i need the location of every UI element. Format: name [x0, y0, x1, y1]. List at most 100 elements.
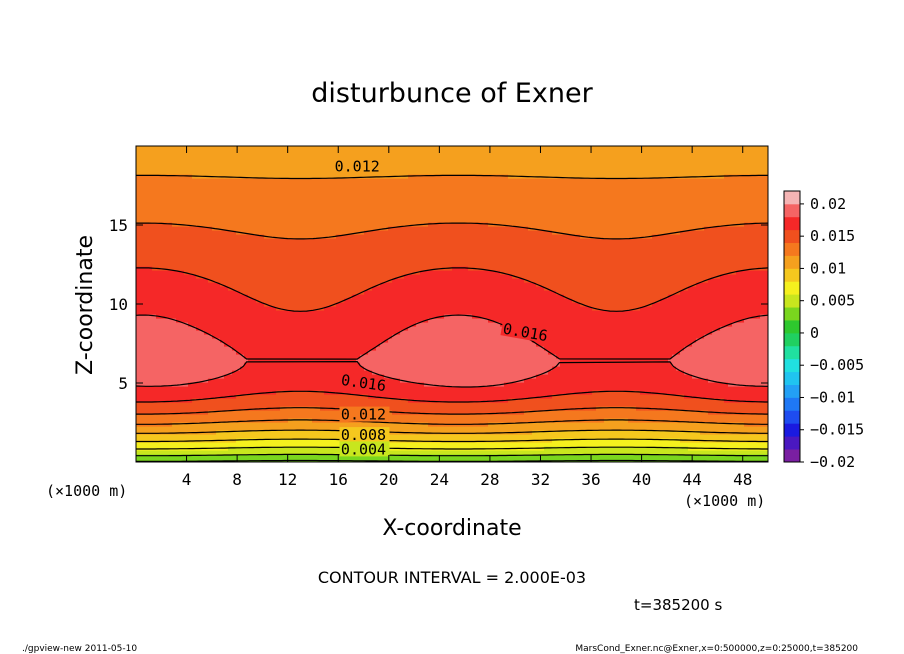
field-cell [540, 458, 545, 462]
field-cell [416, 342, 421, 347]
field-cell [668, 394, 673, 399]
field-cell [288, 454, 293, 459]
field-cell [448, 366, 453, 371]
field-cell [640, 422, 645, 427]
field-cell [760, 390, 765, 395]
field-cell [440, 350, 445, 355]
field-cell [200, 406, 205, 411]
field-cell [244, 394, 249, 399]
field-cell [632, 350, 637, 355]
field-cell [736, 410, 741, 415]
field-cell [256, 338, 261, 343]
field-cell [248, 366, 253, 371]
field-cell [472, 374, 477, 379]
field-cell [536, 414, 541, 419]
field-cell [152, 346, 157, 351]
field-cell [640, 346, 645, 351]
field-cell [252, 442, 257, 447]
field-cell [584, 350, 589, 355]
field-cell [220, 454, 225, 459]
field-cell [688, 370, 693, 375]
field-cell [252, 430, 257, 435]
field-cell [504, 362, 509, 367]
field-cell [672, 342, 677, 347]
field-cell [620, 362, 625, 367]
field-cell [552, 362, 557, 367]
field-cell [684, 434, 689, 439]
field-cell [272, 378, 277, 383]
field-cell [472, 398, 477, 403]
field-cell [312, 454, 317, 459]
field-cell [492, 410, 497, 415]
field-cell [172, 442, 177, 447]
field-cell [160, 390, 165, 395]
field-cell [188, 338, 193, 343]
field-cell [648, 430, 653, 435]
field-cell [760, 426, 765, 431]
field-cell [632, 366, 637, 371]
field-cell [152, 350, 157, 355]
field-cell [156, 354, 161, 359]
field-cell [708, 422, 713, 427]
field-cell [304, 430, 309, 435]
field-cell [592, 398, 597, 403]
field-cell [584, 430, 589, 435]
field-cell [380, 362, 385, 367]
field-cell [680, 346, 685, 351]
field-cell [296, 382, 301, 387]
field-cell [552, 374, 557, 379]
field-cell [688, 406, 693, 411]
field-cell [476, 382, 481, 387]
field-cell [628, 362, 633, 367]
field-cell [632, 354, 637, 359]
field-cell [628, 354, 633, 359]
field-cell [448, 382, 453, 387]
field-cell [604, 434, 609, 439]
field-cell [536, 418, 541, 423]
field-cell [368, 398, 373, 403]
field-cell [568, 426, 573, 431]
field-cell [672, 350, 677, 355]
field-cell [628, 382, 633, 387]
field-cell [180, 454, 185, 459]
field-cell [604, 402, 609, 407]
field-cell [572, 430, 577, 435]
field-cell [180, 442, 185, 447]
field-cell [316, 382, 321, 387]
field-cell [496, 366, 501, 371]
field-cell [288, 366, 293, 371]
field-cell [556, 382, 561, 387]
field-cell [744, 374, 749, 379]
field-cell [604, 386, 609, 391]
field-cell [256, 442, 261, 447]
field-cell [640, 398, 645, 403]
field-cell [656, 410, 661, 415]
field-cell [256, 378, 261, 383]
field-cell [320, 358, 325, 363]
field-cell [560, 346, 565, 351]
field-cell [540, 378, 545, 383]
field-cell [700, 402, 705, 407]
field-cell [332, 374, 337, 379]
field-cell [216, 370, 221, 375]
field-cell [320, 374, 325, 379]
field-cell [620, 414, 625, 419]
field-cell [136, 390, 141, 395]
field-cell [592, 362, 597, 367]
field-cell [584, 410, 589, 415]
field-cell [160, 442, 165, 447]
field-cell [340, 338, 345, 343]
field-cell [468, 450, 473, 455]
field-cell [600, 378, 605, 383]
field-cell [512, 382, 517, 387]
field-cell [204, 366, 209, 371]
field-cell [240, 358, 245, 363]
field-cell [144, 458, 149, 462]
field-cell [596, 422, 601, 427]
field-cell [756, 338, 761, 343]
field-cell [272, 426, 277, 431]
field-cell [180, 394, 185, 399]
field-cell [308, 354, 313, 359]
field-cell [272, 398, 277, 403]
field-cell [160, 382, 165, 387]
